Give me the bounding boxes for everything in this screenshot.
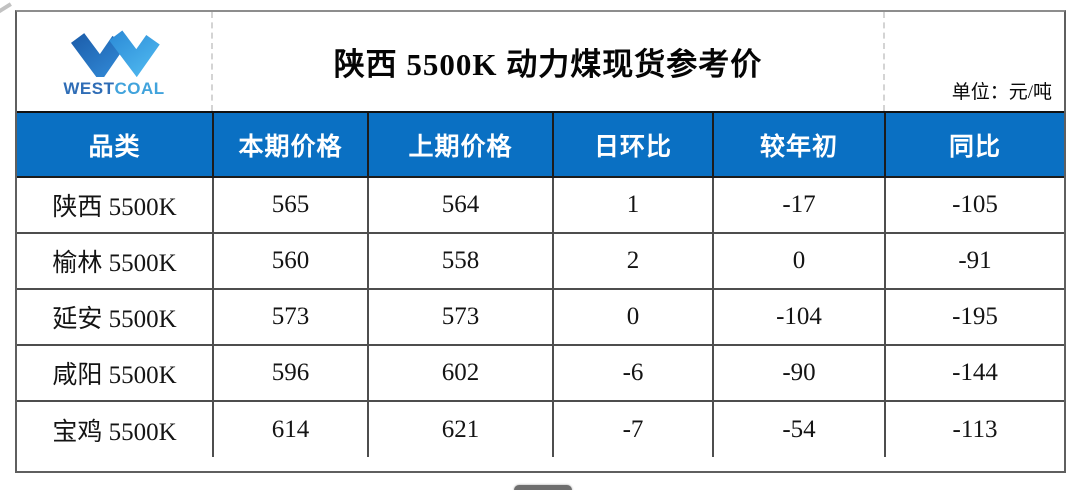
column-header-previous-price: 上期价格 bbox=[367, 112, 554, 178]
cell-previous-price: 573 bbox=[367, 288, 554, 346]
logo-text-coal: COAL bbox=[114, 78, 165, 98]
cell-category: 榆林 5500K bbox=[16, 232, 214, 290]
table-row-shaanxi: 陕西 5500K 565 564 1 -17 -105 bbox=[16, 176, 1065, 234]
table-row-yulin: 榆林 5500K 560 558 2 0 -91 bbox=[16, 232, 1065, 290]
cell-yoy-change: -91 bbox=[884, 232, 1065, 290]
unit-label: 单位：元/吨 bbox=[951, 82, 1052, 103]
table-row-yanan: 延安 5500K 573 573 0 -104 -195 bbox=[16, 288, 1065, 346]
coal-price-table-panel: WESTCOAL 陕西 5500K 动力煤现货参考价 单位：元/吨 品类 本期价… bbox=[15, 10, 1066, 473]
cell-daily-change: 0 bbox=[552, 288, 714, 346]
cell-ytd-change: 0 bbox=[712, 232, 886, 290]
cell-current-price: 596 bbox=[212, 344, 369, 402]
cell-yoy-change: -195 bbox=[884, 288, 1065, 346]
table-row-baoji: 宝鸡 5500K 614 621 -7 -54 -113 bbox=[16, 400, 1065, 458]
cell-daily-change: 1 bbox=[552, 176, 714, 234]
cell-current-price: 560 bbox=[212, 232, 369, 290]
table-row-xianyang: 咸阳 5500K 596 602 -6 -90 -144 bbox=[16, 344, 1065, 402]
westcoal-wordmark: WESTCOAL bbox=[63, 79, 164, 99]
cell-ytd-change: -54 bbox=[712, 400, 886, 458]
cell-current-price: 565 bbox=[212, 176, 369, 234]
logo-text-west: WEST bbox=[63, 78, 115, 98]
cell-previous-price: 602 bbox=[367, 344, 554, 402]
column-header-row: 品类 本期价格 上期价格 日环比 较年初 同比 bbox=[16, 112, 1065, 178]
column-header-yoy-change: 同比 bbox=[884, 112, 1065, 178]
cell-previous-price: 564 bbox=[367, 176, 554, 234]
column-header-category: 品类 bbox=[16, 112, 214, 178]
unit-cell: 单位：元/吨 bbox=[885, 12, 1064, 111]
cropped-corner-artifact bbox=[0, 2, 12, 14]
cell-ytd-change: -17 bbox=[712, 176, 886, 234]
column-header-current-price: 本期价格 bbox=[212, 112, 369, 178]
cell-daily-change: 2 bbox=[552, 232, 714, 290]
cell-yoy-change: -144 bbox=[884, 344, 1065, 402]
cell-ytd-change: -90 bbox=[712, 344, 886, 402]
cell-current-price: 614 bbox=[212, 400, 369, 458]
column-header-ytd-change: 较年初 bbox=[712, 112, 886, 178]
table-title: 陕西 5500K 动力煤现货参考价 bbox=[333, 47, 763, 82]
cell-daily-change: -6 bbox=[552, 344, 714, 402]
cell-category: 延安 5500K bbox=[16, 288, 214, 346]
cell-previous-price: 558 bbox=[367, 232, 554, 290]
cropped-bottom-handle bbox=[514, 485, 572, 490]
cell-daily-change: -7 bbox=[552, 400, 714, 458]
westcoal-logo: WESTCOAL bbox=[17, 12, 213, 111]
cell-category: 宝鸡 5500K bbox=[16, 400, 214, 458]
column-header-daily-change: 日环比 bbox=[552, 112, 714, 178]
table-header-band: WESTCOAL 陕西 5500K 动力煤现货参考价 单位：元/吨 bbox=[17, 12, 1064, 113]
cell-current-price: 573 bbox=[212, 288, 369, 346]
cell-ytd-change: -104 bbox=[712, 288, 886, 346]
cell-yoy-change: -105 bbox=[884, 176, 1065, 234]
price-table: 品类 本期价格 上期价格 日环比 较年初 同比 陕西 5500K 565 564… bbox=[16, 112, 1065, 458]
westcoal-w-icon bbox=[70, 29, 160, 77]
cell-category: 陕西 5500K bbox=[16, 176, 214, 234]
cell-category: 咸阳 5500K bbox=[16, 344, 214, 402]
cell-previous-price: 621 bbox=[367, 400, 554, 458]
title-cell: 陕西 5500K 动力煤现货参考价 bbox=[213, 12, 885, 111]
cell-yoy-change: -113 bbox=[884, 400, 1065, 458]
